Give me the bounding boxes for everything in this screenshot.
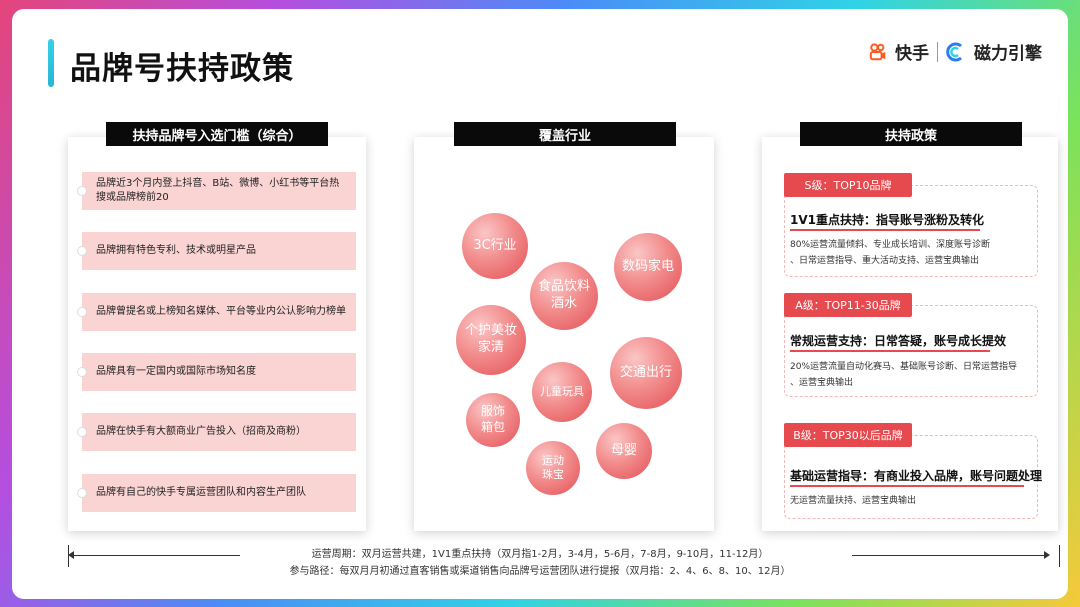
timeline-tick-right: [1059, 545, 1060, 567]
bubble-label: 酒水: [550, 296, 577, 311]
criteria-text: 品牌近3个月内登上抖音、B站、微博、小红书等平台热搜或品牌榜前20: [96, 178, 340, 203]
cili-logo-icon: [946, 42, 962, 61]
bubble-label: 服饰: [480, 404, 505, 419]
kuaishou-logo-icon: [869, 42, 886, 60]
tier-a-badge: A级：TOP11-30品牌: [784, 293, 912, 317]
operation-cycle-text: 运营周期：双月运营共建，1V1重点扶持（双月指1-2月，3-4月，5-6月，7-…: [311, 549, 769, 560]
criteria-item: 品牌拥有特色专利、技术或明星产品: [77, 232, 356, 270]
bubble-label: 箱包: [480, 420, 505, 434]
support-policy-panel: 扶持政策 S级：TOP10品牌 1V1重点扶持：指导账号涨粉及转化 80%运营流…: [762, 122, 1058, 531]
bubble-label: 3C行业: [473, 237, 517, 253]
industry-bubble-apparel: 服饰 箱包: [466, 393, 520, 447]
bubble-label: 食品饮料: [537, 279, 590, 295]
tier-b-head: 基础运营指导：有商业投入品牌，账号问题处理: [790, 469, 1043, 483]
bullet-icon: [77, 488, 87, 498]
criteria-text: 品牌曾提名或上榜知名媒体、平台等业内公认影响力榜单: [96, 306, 346, 317]
tier-a-body: 20%运营流量自动化赛马、基础账号诊断、日常运营指导 、运营宝典输出: [790, 359, 1030, 391]
tier-a-head: 常规运营支持：日常答疑，账号成长提效: [790, 334, 1007, 348]
industry-bubble-food: 食品饮料 酒水: [530, 262, 598, 330]
criteria-text: 品牌有自己的快手专属运营团队和内容生产团队: [96, 487, 306, 498]
bullet-icon: [77, 427, 87, 437]
tier-body-line: 、日常运营指导、重大活动支持、运营宝典输出: [790, 256, 980, 267]
tier-body-line: 、运营宝典输出: [790, 378, 854, 389]
footer: 运营周期：双月运营共建，1V1重点扶持（双月指1-2月，3-4月，5-6月，7-…: [12, 541, 1068, 587]
industries-header: 覆盖行业: [454, 122, 676, 146]
cili-logo-text: 磁力引擎: [974, 44, 1042, 64]
criteria-item: 品牌近3个月内登上抖音、B站、微博、小红书等平台热搜或品牌榜前20: [77, 172, 356, 210]
criteria-text: 品牌具有一定国内或国际市场知名度: [96, 366, 256, 377]
bullet-icon: [77, 246, 87, 256]
entry-criteria-header: 扶持品牌号入选门槛（综合）: [106, 122, 328, 146]
industries-panel: 覆盖行业 3C行业 数码家电 食品饮料 酒水 个护美妆 家清 交通出行 儿童玩具 服…: [414, 122, 714, 531]
participation-path-text: 参与路径：每双月月初通过直客销售或渠道销售向品牌号运营团队进行提报（双月指：2、…: [289, 566, 791, 577]
tier-s-head: 1V1重点扶持：指导账号涨粉及转化: [790, 213, 984, 227]
bubble-label: 儿童玩具: [540, 384, 584, 398]
entry-criteria-panel: 扶持品牌号入选门槛（综合） 品牌近3个月内登上抖音、B站、微博、小红书等平台热搜…: [68, 122, 366, 531]
tier-b-body: 无运营流量扶持、运营宝典输出: [790, 493, 1030, 509]
bubble-label: 数码家电: [621, 258, 674, 274]
logo-divider: [937, 41, 938, 62]
bullet-icon: [77, 186, 87, 196]
industry-bubble-digital: 数码家电: [614, 233, 682, 301]
criteria-item: 品牌具有一定国内或国际市场知名度: [77, 353, 356, 391]
support-policy-header: 扶持政策: [800, 122, 1022, 146]
tier-b-underline: [790, 485, 1024, 487]
criteria-text: 品牌在快手有大额商业广告投入（招商及商粉）: [96, 426, 306, 437]
industry-bubble-baby: 母婴: [596, 423, 652, 479]
industry-bubble-sports: 运动 珠宝: [526, 441, 580, 495]
timeline-arrow-left: [68, 551, 240, 559]
brand-logos: 快手 磁力引擎: [869, 39, 1042, 64]
tier-s-body: 80%运营流量倾斜、专业成长培训、深度账号诊断 、日常运营指导、重大活动支持、运营…: [790, 237, 1030, 269]
bubble-label: 运动: [542, 453, 564, 467]
bubble-label: 交通出行: [619, 364, 672, 380]
tier-body-line: 80%运营流量倾斜、专业成长培训、深度账号诊断: [790, 240, 991, 250]
industry-bubble-toys: 儿童玩具: [532, 362, 592, 422]
tier-body-line: 20%运营流量自动化赛马、基础账号诊断、日常运营指导: [790, 362, 1018, 372]
timeline-arrow-right: [852, 551, 1050, 559]
kuaishou-logo-text: 快手: [895, 44, 929, 64]
tier-a-underline: [790, 350, 990, 352]
criteria-item: 品牌在快手有大额商业广告投入（招商及商粉）: [77, 413, 356, 451]
bullet-icon: [77, 307, 87, 317]
bullet-icon: [77, 367, 87, 377]
bubble-label: 珠宝: [542, 468, 564, 481]
industry-bubble-transport: 交通出行: [610, 337, 682, 409]
slide: 品牌号扶持政策 快手 磁力引擎 扶持品牌号入选门槛（综合） 品牌近3个月内登上抖…: [12, 9, 1068, 599]
bubble-label: 家清: [477, 340, 504, 355]
criteria-item: 品牌曾提名或上榜知名媒体、平台等业内公认影响力榜单: [77, 293, 356, 331]
industry-bubble-3c: 3C行业: [462, 213, 528, 279]
tier-s-badge: S级：TOP10品牌: [784, 173, 912, 197]
tier-s-underline: [790, 229, 980, 231]
industry-bubble-beauty: 个护美妆 家清: [456, 305, 526, 375]
bubble-label: 个护美妆: [464, 323, 517, 339]
title-accent-bar: [48, 39, 54, 87]
criteria-item: 品牌有自己的快手专属运营团队和内容生产团队: [77, 474, 356, 512]
bubble-label: 母婴: [610, 442, 637, 458]
tier-b-badge: B级：TOP30以后品牌: [784, 423, 912, 447]
page-title: 品牌号扶持政策: [70, 51, 294, 87]
criteria-text: 品牌拥有特色专利、技术或明星产品: [96, 245, 256, 256]
tier-body-line: 无运营流量扶持、运营宝典输出: [790, 496, 917, 506]
